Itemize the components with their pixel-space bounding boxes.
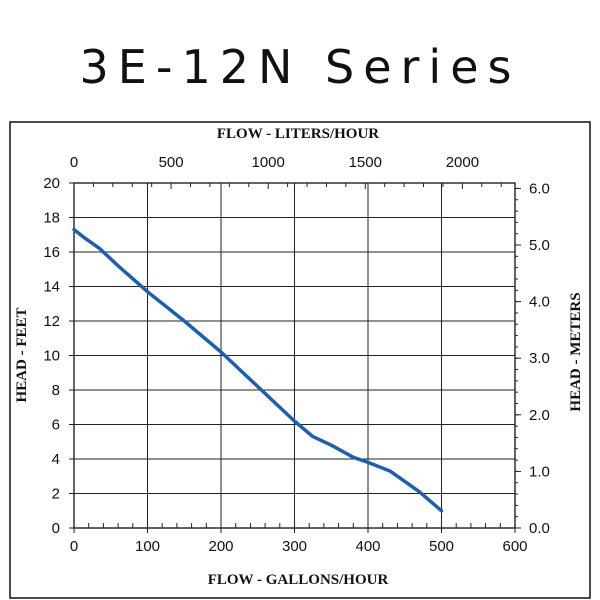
y2-tick-label: 1.0 (529, 463, 550, 480)
x-tick-label: 300 (282, 538, 307, 555)
x2-axis-label: FLOW - LITERS/HOUR (217, 126, 379, 142)
y2-tick-label: 3.0 (529, 350, 550, 367)
x-tick-label: 400 (355, 538, 380, 555)
grid (73, 182, 516, 529)
y-tick-label: 18 (43, 210, 60, 227)
x2-tick-label: 0 (70, 154, 78, 171)
outer-frame (9, 121, 591, 599)
y2-tick-label: 5.0 (529, 237, 550, 254)
y2-tick-label: 2.0 (529, 407, 550, 424)
x-axis-label: FLOW - GALLONS/HOUR (208, 572, 389, 588)
y-tick-label: 0 (52, 520, 60, 537)
y-tick-label: 20 (43, 175, 60, 192)
y2-tick-label: 4.0 (529, 294, 550, 311)
x2-tick-label: 2000 (446, 154, 479, 171)
x-tick-label: 200 (208, 538, 233, 555)
x2-tick-label: 1500 (349, 154, 382, 171)
y-tick-label: 12 (43, 313, 60, 330)
y-tick-label: 14 (43, 279, 60, 296)
y-tick-label: 16 (43, 244, 60, 261)
x-tick-label: 100 (135, 538, 160, 555)
y2-tick-label: 6.0 (529, 180, 550, 197)
chart-title: 3E-12N Series (79, 40, 521, 94)
y-tick-label: 8 (52, 382, 60, 399)
y-tick-label: 2 (52, 486, 60, 503)
y-tick-label: 10 (43, 348, 60, 365)
x-tick-label: 0 (70, 538, 78, 555)
x-tick-label: 500 (429, 538, 454, 555)
x2-tick-label: 500 (159, 154, 184, 171)
y-axis-label: HEAD - FEET (14, 307, 30, 402)
y-tick-label: 6 (52, 417, 60, 434)
y-tick-label: 4 (52, 451, 60, 468)
x-tick-label: 600 (502, 538, 527, 555)
x2-tick-label: 1000 (252, 154, 285, 171)
series-line (72, 227, 444, 513)
series (72, 227, 444, 513)
y2-tick-label: 0.0 (529, 520, 550, 537)
y2-axis-label: HEAD - METERS (568, 292, 584, 411)
